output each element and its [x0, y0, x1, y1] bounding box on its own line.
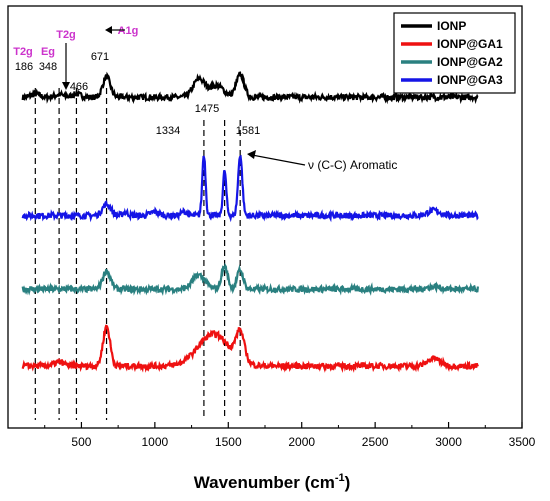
arrowhead-a1g	[105, 26, 112, 34]
peak-label-1334: 1334	[156, 125, 180, 137]
peak-label-348: 348	[39, 61, 57, 73]
series-group	[21, 71, 479, 373]
x-tick-label-3: 2000	[288, 435, 315, 449]
peak-label-1581: 1581	[236, 125, 260, 137]
peak-label-466: 466	[70, 81, 88, 93]
x-tick-label-1: 1000	[142, 435, 169, 449]
series-line-ionp-ga2	[21, 262, 479, 296]
x-tick-label-4: 2500	[362, 435, 389, 449]
legend-label-1: IONP@GA1	[437, 37, 503, 51]
peak-label-1475: 1475	[195, 103, 219, 115]
arrowhead-t2g-466	[62, 82, 70, 90]
series-line-ionp	[21, 71, 479, 105]
x-axis: 500 1000 1500 2000 2500 3000 3500	[44, 422, 536, 449]
peak-label-186: 186	[15, 61, 33, 73]
annotation-aromatic: ν (C-C) Aromatic	[308, 158, 397, 172]
x-tick-label-2: 1500	[215, 435, 242, 449]
series-line-ionp-ga1	[21, 324, 479, 373]
legend-label-2: IONP@GA2	[437, 55, 503, 69]
arrow-aromatic	[251, 154, 306, 166]
assignment-label-3: A1g	[118, 25, 139, 37]
peak-label-671: 671	[91, 51, 109, 63]
x-tick-label-6: 3500	[509, 435, 536, 449]
series-line-ionp-ga3	[21, 154, 479, 223]
assignment-label-1: Eg	[41, 46, 55, 58]
x-axis-label: Wavenumber (cm-1)	[194, 472, 351, 492]
assignment-label-2: T2g	[56, 29, 76, 41]
legend-label-0: IONP	[437, 19, 466, 33]
assignment-label-0: T2g	[13, 46, 33, 58]
legend: IONP IONP@GA1 IONP@GA2 IONP@GA3	[393, 12, 516, 94]
legend-label-3: IONP@GA3	[437, 73, 503, 87]
x-tick-label-5: 3000	[435, 435, 462, 449]
arrowhead-aromatic	[247, 150, 256, 159]
x-tick-label-0: 500	[71, 435, 91, 449]
dashed-guide-lines	[34, 88, 241, 420]
